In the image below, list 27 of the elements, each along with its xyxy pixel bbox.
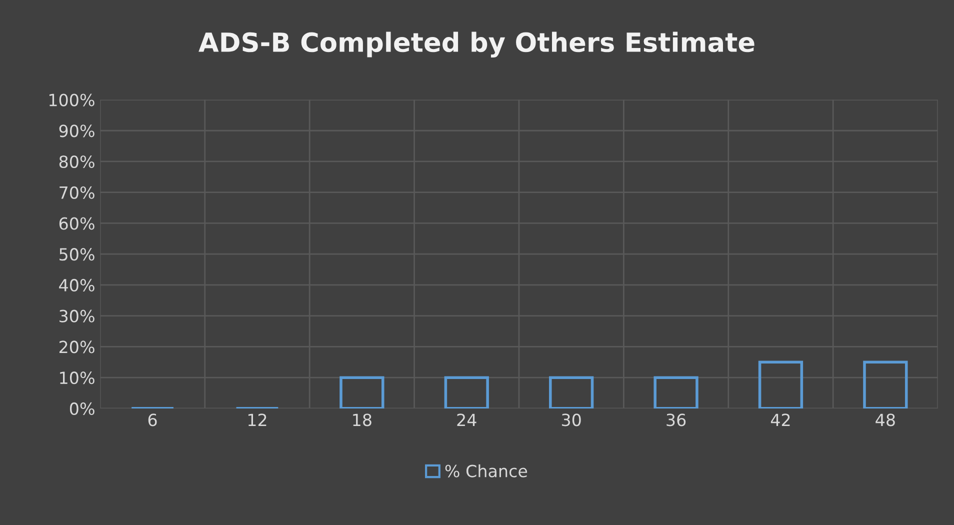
y-tick-label: 70% [60,186,94,199]
y-tick-label: 40% [59,278,94,292]
legend-label: % Chance [445,464,528,478]
bar [340,376,384,408]
x-tick-label: 30 [562,414,581,426]
y-tick-label: 90% [59,124,94,138]
y-tick-label: 20% [59,340,94,354]
x-tick-label: 18 [353,414,372,426]
y-tick-label: 0% [70,402,94,416]
x-tick-label: 6 [148,414,157,426]
bar [654,376,698,408]
x-tick-label: 42 [770,414,790,426]
x-tick-label: 12 [248,414,266,426]
bar [863,360,908,408]
bar [548,376,594,408]
y-tick-label: 100% [49,94,94,106]
x-tick-label: 48 [876,414,895,426]
chart-title: ADS-B Completed by Others Estimate [198,32,754,58]
bar [758,360,804,408]
y-tick-label: 60% [59,217,94,230]
y-tick-label: 10% [60,372,94,384]
y-tick-label: 80% [59,155,94,168]
y-tick-label: 30% [60,310,94,322]
y-tick-label: 50% [60,248,94,261]
bar [444,376,489,408]
x-tick-label: 36 [666,414,686,426]
x-tick-label: 24 [457,414,476,426]
